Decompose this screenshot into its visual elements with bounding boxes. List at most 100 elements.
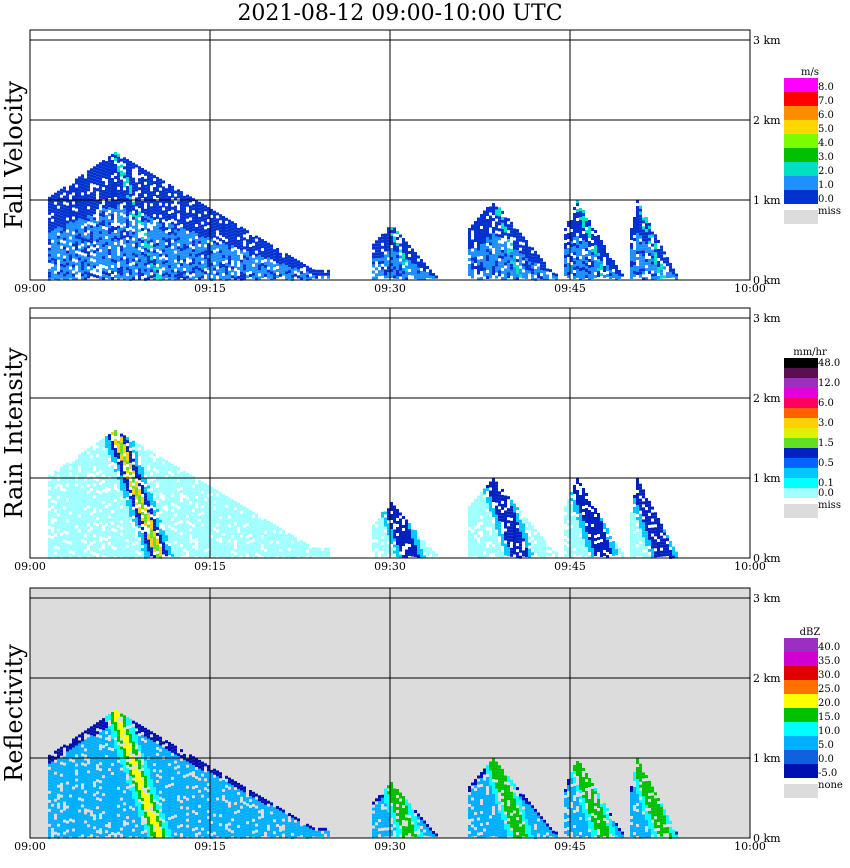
data-pixel	[216, 505, 219, 509]
data-pixel	[582, 240, 585, 243]
data-pixel	[111, 172, 114, 175]
data-pixel	[261, 553, 264, 557]
data-pixel	[240, 537, 243, 541]
data-pixel	[57, 202, 60, 206]
data-pixel	[147, 545, 150, 549]
data-pixel	[630, 234, 633, 237]
data-pixel	[639, 211, 642, 215]
data-pixel	[159, 507, 162, 511]
data-pixel	[573, 228, 576, 231]
data-pixel	[507, 251, 510, 255]
data-pixel	[90, 228, 93, 232]
data-pixel	[573, 246, 576, 249]
data-pixel	[579, 265, 582, 268]
data-pixel	[471, 266, 474, 270]
data-pixel	[117, 192, 120, 196]
data-pixel	[123, 507, 126, 511]
data-pixel	[66, 462, 69, 466]
data-pixel	[57, 519, 60, 523]
data-pixel	[108, 443, 111, 447]
data-pixel	[57, 552, 60, 556]
data-pixel	[138, 498, 141, 502]
data-pixel	[285, 277, 288, 281]
data-pixel	[153, 181, 156, 185]
data-pixel	[60, 215, 63, 219]
data-pixel	[96, 167, 99, 171]
data-pixel	[75, 193, 78, 197]
data-pixel	[48, 543, 51, 547]
data-pixel	[411, 269, 414, 273]
data-pixel	[114, 544, 117, 547]
data-pixel	[78, 535, 81, 539]
data-pixel	[201, 215, 204, 219]
data-pixel	[57, 537, 60, 541]
data-pixel	[642, 253, 645, 257]
data-pixel	[66, 259, 69, 263]
data-pixel	[186, 505, 189, 509]
data-pixel	[255, 543, 258, 547]
data-pixel	[144, 244, 147, 248]
data-pixel	[57, 516, 60, 520]
data-pixel	[633, 262, 636, 265]
data-pixel	[132, 536, 135, 540]
data-pixel	[72, 228, 75, 232]
data-pixel	[54, 237, 57, 241]
data-pixel	[591, 267, 594, 270]
data-pixel	[201, 266, 204, 270]
data-pixel	[63, 249, 66, 253]
data-pixel	[240, 262, 243, 266]
data-pixel	[258, 270, 261, 274]
data-pixel	[57, 531, 60, 535]
data-pixel	[96, 251, 99, 255]
data-pixel	[63, 545, 66, 549]
data-pixel	[90, 273, 93, 277]
data-pixel	[564, 255, 567, 258]
data-pixel	[48, 549, 51, 553]
data-pixel	[405, 244, 408, 248]
data-pixel	[663, 275, 666, 279]
data-pixel	[264, 524, 267, 528]
data-pixel	[150, 475, 153, 479]
data-pixel	[96, 448, 99, 452]
data-pixel	[177, 545, 180, 549]
data-pixel	[486, 246, 489, 249]
data-pixel	[147, 491, 150, 495]
data-pixel	[402, 238, 405, 241]
data-pixel	[204, 223, 207, 227]
data-pixel	[588, 223, 591, 226]
data-pixel	[213, 258, 216, 262]
data-pixel	[99, 162, 102, 166]
data-pixel	[480, 241, 483, 244]
data-pixel	[63, 258, 66, 262]
data-pixel	[114, 541, 117, 544]
data-pixel	[138, 555, 141, 559]
data-pixel	[141, 261, 144, 264]
data-pixel	[114, 158, 117, 161]
data-pixel	[102, 477, 105, 481]
data-pixel	[114, 433, 117, 436]
data-pixel	[135, 263, 138, 267]
data-pixel	[72, 497, 75, 501]
data-pixel	[189, 519, 192, 523]
data-pixel	[522, 239, 525, 243]
data-pixel	[129, 178, 132, 182]
data-pixel	[159, 193, 162, 197]
data-pixel	[69, 469, 72, 473]
data-pixel	[588, 226, 591, 229]
data-pixel	[57, 534, 60, 538]
data-pixel	[51, 224, 54, 228]
data-pixel	[192, 258, 195, 262]
data-pixel	[126, 536, 129, 540]
data-pixel	[210, 247, 213, 251]
data-pixel	[153, 453, 156, 457]
data-pixel	[471, 224, 474, 228]
data-pixel	[48, 238, 51, 242]
data-pixel	[159, 229, 162, 233]
data-pixel	[282, 263, 285, 267]
data-pixel	[675, 273, 678, 277]
data-pixel	[60, 275, 63, 279]
data-pixel	[531, 262, 534, 266]
data-pixel	[648, 252, 651, 256]
data-pixel	[237, 514, 240, 518]
